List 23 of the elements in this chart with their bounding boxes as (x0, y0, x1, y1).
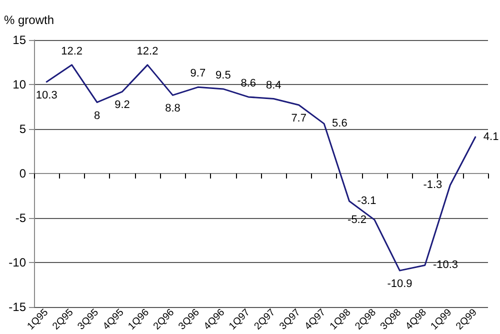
y-axis-title: % growth (4, 13, 54, 27)
data-label: 9.5 (216, 69, 231, 82)
data-label: 12.2 (136, 45, 158, 58)
data-label: 9.2 (114, 99, 130, 112)
y-tick-label: 10 (12, 78, 26, 92)
data-label: 9.7 (190, 68, 206, 80)
data-label: -10.3 (432, 259, 458, 272)
y-tick-label: 0 (19, 166, 26, 181)
data-label: 12.2 (61, 45, 83, 58)
data-label: -1.3 (423, 179, 442, 192)
y-tick-label: -5 (15, 211, 26, 226)
y-tick-label: 15 (12, 33, 26, 47)
data-label: 5.6 (332, 118, 348, 130)
data-label: -3.1 (357, 195, 376, 208)
data-label: 10.3 (36, 89, 58, 102)
data-label: 8.8 (165, 102, 180, 115)
data-label: 7.7 (291, 112, 306, 124)
y-tick-label: -15 (8, 300, 26, 314)
data-label: 8 (94, 110, 100, 122)
y-tick-label: 5 (19, 122, 26, 136)
data-label: -10.9 (387, 278, 412, 290)
data-label: 4.1 (483, 131, 499, 144)
y-tick-label: -10 (8, 256, 26, 270)
